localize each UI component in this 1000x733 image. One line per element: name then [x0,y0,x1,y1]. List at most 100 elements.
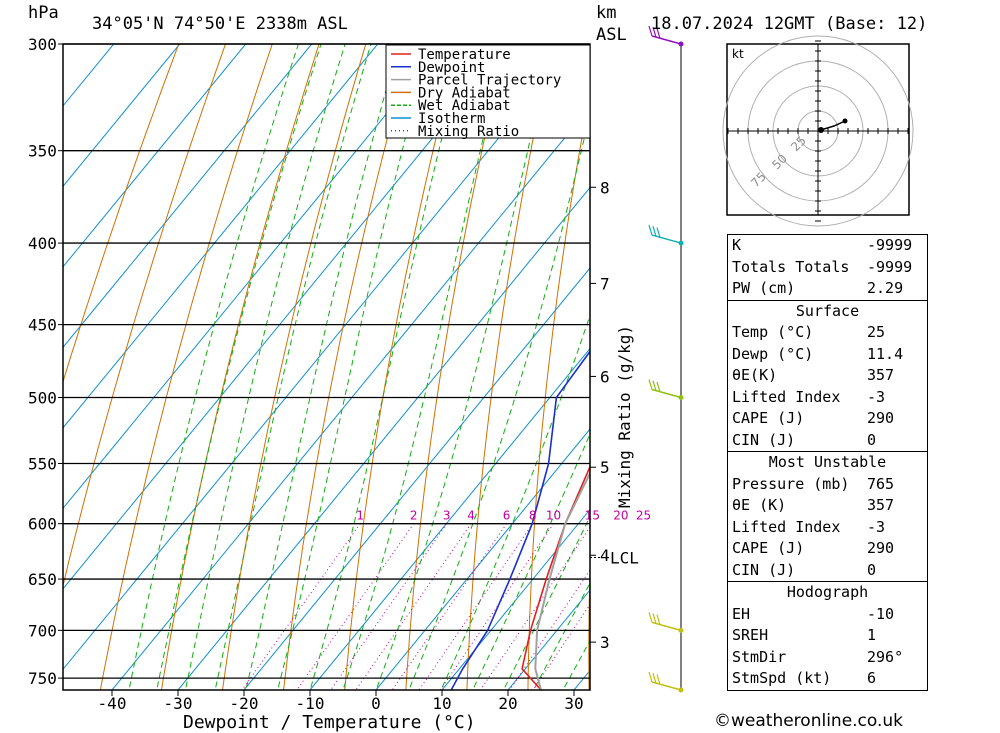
stat-stmdir: StmDir 296° [732,647,904,666]
dry-adiabat-line [283,44,414,690]
pressure-tick-label: 300 [28,35,57,54]
wind-barb-flag [648,25,653,37]
stat-mu-theta-e: θE (K) 357 [732,496,895,514]
wind-barb-flag [648,224,653,236]
stat-cape: CAPE (J) 290 [732,409,895,427]
wind-barb-shaft [651,388,682,399]
wet-adiabat-line [343,44,507,688]
pressure-tick-label: 550 [28,454,57,473]
pressure-tick-label: 400 [28,234,57,253]
wet-adiabat-line [534,582,590,688]
stat-sreh: SREH 1 [732,626,877,644]
dry-adiabat-line [466,44,554,690]
mixing-ratio-line [418,523,534,690]
x-tick-label: -30 [164,694,193,713]
stat-mu-cin: CIN (J) 0 [732,560,877,579]
dry-adiabat-line [971,44,1000,690]
wind-barb-flag [656,674,661,685]
mixing-ratio-label: 20 [613,509,628,523]
hpa-label: hPa [28,3,59,23]
mixing-ratio-line [355,523,472,690]
most-unstable-title: Most Unstable [768,453,887,471]
stat-stmspd: StmSpd (kt) 6 [732,669,877,687]
wet-adiabat-line [246,44,400,688]
dry-adiabat-line [405,44,507,690]
series-parcel-trajectory [534,470,590,690]
wet-adiabat-line [185,44,346,688]
hodograph-ring [722,35,914,227]
dry-adiabat-line [63,44,226,588]
stats-table: K -9999 Totals Totals -9999 PW (cm) 2.29 Su… [727,234,928,691]
mixing-ratio-line [439,523,554,690]
dry-adiabat-line [588,551,590,690]
wet-adiabat-line [473,432,590,688]
x-tick-label: 20 [498,694,517,713]
stat-mu-cape: CAPE (J) 290 [732,539,895,557]
datetime-title: 18.07.2024 12GMT (Base: 12) [651,14,927,34]
legend-label: Mixing Ratio [418,124,519,140]
pressure-tick-label: 750 [28,669,57,688]
km-tick-label: 8 [600,178,610,197]
stat-mu-lifted-index: Lifted Index -3 [732,517,886,536]
wind-barb-shaft [651,234,682,244]
stat-k: K -9999 [732,236,913,254]
wind-barb-flag [652,613,657,624]
wind-barb-flag [648,612,653,623]
wind-barb-flag [652,673,657,684]
pressure-tick-label: 500 [28,389,57,408]
stat-theta-e: θE(K) 357 [732,366,895,384]
km-tick-label: 3 [600,633,610,652]
wet-adiabat-line [277,44,431,688]
most-unstable-box: Most Unstable Pressure (mb) 765 θE (K) 357… [727,451,928,581]
stat-cin: CIN (J) 0 [732,430,877,449]
dry-adiabat-line [63,44,180,384]
wind-barb-flag [652,226,657,237]
mixing-ratio-line [391,523,507,690]
wind-barb-flag [656,614,661,625]
surface-box: Surface Temp (°C) 25 Dewp (°C) 11.4 θE(K) 3… [727,299,928,451]
mixing-ratio-line [509,569,590,690]
wet-adiabat-line [376,44,553,688]
legend-label: Temperature [418,47,511,63]
stat-eh: EH -10 [732,604,895,623]
x-tick-label: -10 [296,694,325,713]
dry-adiabat-line [161,44,320,690]
wet-adiabat-line [441,313,590,688]
km-tick-label: 5 [600,458,610,477]
isotherm-line [375,428,590,690]
dry-adiabat-line [527,90,590,690]
x-tick-label: 30 [564,694,583,713]
wind-barb-flag [656,28,661,39]
hodograph-title: Hodograph [786,583,869,601]
dry-adiabat-line [222,44,367,690]
wind-barb-flag [656,381,661,393]
legend-label: Wet Adiabat [418,98,511,114]
mixing-ratio-label: 25 [636,509,651,523]
stat-totals-totals: Totals Totals -9999 [732,257,913,276]
wind-barb-flag [648,379,653,390]
wet-adiabat-line [129,44,299,688]
x-tick-label: -40 [98,694,127,713]
mixing-ratio-label: 15 [585,509,600,523]
dry-adiabat-line [648,44,693,690]
series-temperature [521,464,590,690]
stat-pw: PW (cm) 2.29 [732,279,904,297]
asl-label: ASL [596,25,627,45]
isotherm-line [63,44,379,429]
indices-box: K -9999 Totals Totals -9999 PW (cm) 2.29 [727,234,928,300]
mixing-ratio-label: 4 [467,509,475,523]
wind-barb-flag [652,380,657,391]
plot-frame [62,43,591,691]
isotherm-line [63,44,511,590]
series-dewpoint [450,44,590,690]
mixing-ratio-label: 1 [356,509,364,523]
hodograph-start-dot [818,127,824,133]
wet-adiabat-line [215,44,372,688]
copyright[interactable]: ©weatheronline.co.uk [714,711,904,731]
isotherm-line [63,44,577,671]
stat-mu-pressure: Pressure (mb) 765 [732,474,895,493]
isotherm-line [63,44,247,268]
mixing-ratio-label: 10 [546,509,561,523]
hodograph-end-dot [842,118,848,124]
